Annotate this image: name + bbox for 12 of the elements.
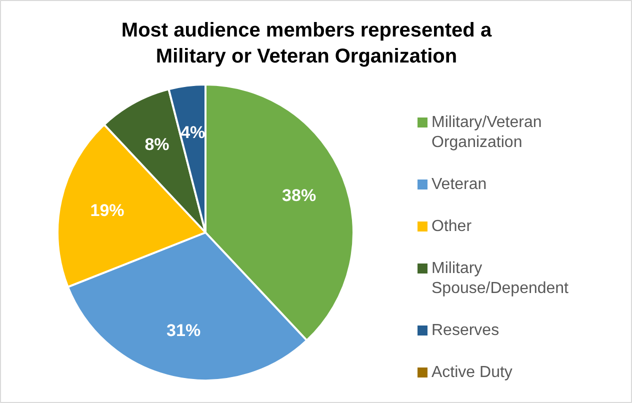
data-label: 19% bbox=[90, 201, 124, 220]
legend-label: Military Spouse/Dependent bbox=[432, 260, 570, 297]
data-label: 31% bbox=[166, 321, 201, 340]
chart-title: Most audience members represented a Military or Veteran Organization bbox=[121, 20, 492, 68]
legend-label: Veteran bbox=[432, 176, 487, 193]
legend-label: Military/Veteran Organization bbox=[432, 114, 542, 151]
legend-label: Reserves bbox=[432, 322, 500, 339]
data-label: 4% bbox=[180, 123, 206, 142]
data-label: 8% bbox=[144, 134, 170, 154]
legend-label: Active Duty bbox=[432, 364, 512, 381]
legend-label: Other bbox=[432, 218, 472, 235]
data-label: 38% bbox=[282, 186, 316, 205]
